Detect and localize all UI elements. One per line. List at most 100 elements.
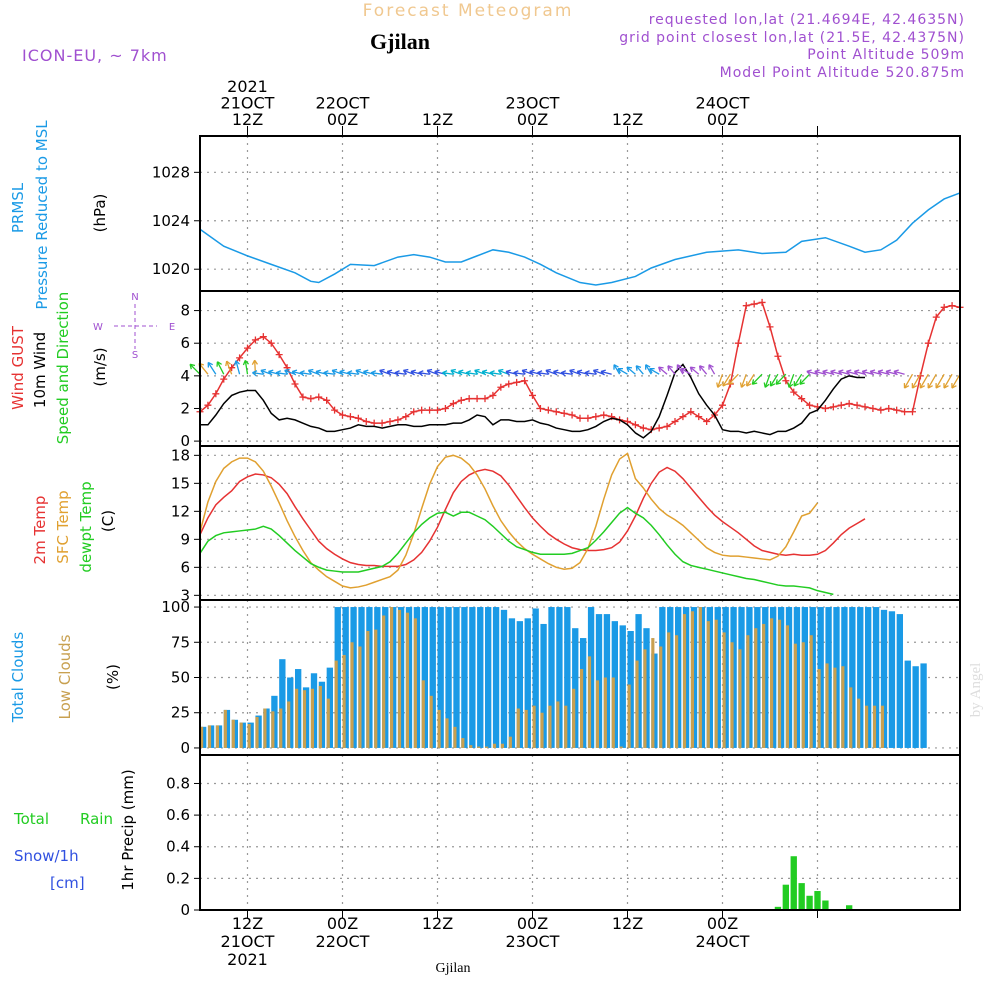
low-cloud-bar [801, 642, 805, 748]
wind-arrow-head [869, 369, 876, 376]
wind-arrow [284, 369, 296, 375]
low-cloud-bar [738, 649, 742, 748]
top-axis-label: 00Z [517, 110, 548, 129]
gust-marker [465, 395, 473, 403]
low-cloud-bar [572, 688, 576, 748]
gust-marker [489, 391, 497, 399]
top-axis-label: 12Z [612, 110, 643, 129]
compass-rose: N W E S [93, 292, 175, 361]
top-axis-label: 23OCT [506, 94, 560, 113]
gust-marker [893, 406, 901, 414]
total-cloud-bar [619, 625, 626, 748]
total-cloud-bar [485, 607, 492, 748]
wind-arrow-head [751, 379, 758, 385]
total-cloud-bar [540, 623, 547, 748]
wind-arrow [569, 369, 581, 375]
total-cloud-bar [477, 607, 484, 748]
gust-marker [323, 396, 331, 404]
gust-marker [837, 401, 845, 409]
gust-marker [901, 408, 909, 416]
low-cloud-bar [706, 621, 710, 748]
bottom-axis-label: 2021 [227, 950, 268, 969]
y-tick-label: 9 [180, 530, 190, 548]
wind-arrow-head [919, 383, 926, 389]
low-cloud-bar [453, 726, 457, 748]
low-cloud-bar [580, 669, 584, 748]
wind-arrow-head [613, 364, 619, 370]
total-cloud-bar [572, 628, 579, 748]
snow-unit: [cm] [50, 874, 85, 892]
wind-arrow-head [722, 381, 728, 387]
wind-arrow-head [386, 369, 393, 376]
dewpt-label: dewpt Temp [77, 481, 95, 572]
low-cloud-bar [374, 629, 378, 748]
low-cloud-bar [762, 623, 766, 748]
gust-marker [331, 406, 339, 414]
wind-arrow-head [769, 381, 776, 387]
wind-arrow-head [458, 369, 464, 376]
bottom-axis-label: 21OCT [221, 932, 275, 951]
low-cloud-bar [295, 688, 299, 748]
wind-arrow [658, 366, 668, 375]
gust-marker [600, 411, 608, 419]
total-cloud-bar [896, 614, 903, 748]
gust-marker [877, 406, 885, 414]
pressure-msl-label: Pressure Reduced to MSL [33, 120, 51, 310]
low-cloud-bar [382, 615, 386, 748]
gust-marker [497, 383, 505, 391]
bottom-axis-label: 00Z [517, 914, 548, 933]
gust-marker [758, 298, 766, 306]
gust-marker [402, 413, 410, 421]
panel-pressure: 1020 1024 1028 [152, 135, 961, 292]
low-cloud-bar [548, 705, 552, 748]
wind-arrow-head [746, 381, 752, 387]
low-cloud-bar [714, 619, 718, 748]
wind-arrow-head [252, 370, 258, 377]
low-cloud-bar [334, 660, 338, 748]
total-cloud-bar [453, 607, 460, 748]
wind-arrow [885, 370, 897, 375]
wind-arrow [593, 369, 604, 375]
wind-arrow [680, 368, 692, 375]
wind-arrow-head [775, 379, 782, 385]
low-cloud-bar [287, 701, 291, 748]
bottom-axis-label: 12Z [232, 914, 263, 933]
wind-unit: (m/s) [91, 347, 109, 386]
wind-arrow-head [560, 370, 567, 377]
wind-arrow-head [676, 364, 683, 370]
wind-arrow-head [658, 366, 664, 373]
y-tick-label: 18 [171, 446, 190, 464]
top-axis-label: 00Z [707, 110, 738, 129]
wind-arrow [764, 373, 771, 388]
wind-arrow-head [935, 383, 941, 389]
gust-marker [378, 419, 386, 427]
y-tick-label: 50 [171, 669, 190, 687]
wind-arrow [252, 372, 264, 375]
wind-arrow [189, 363, 201, 375]
wind-arrow [699, 365, 708, 375]
gust-marker [299, 393, 307, 401]
wind-arrow [513, 372, 525, 375]
gust-marker [869, 404, 877, 412]
wind-arrow-head [838, 369, 844, 376]
wind-arrow [769, 373, 779, 387]
wind-arrow-head [649, 367, 655, 374]
wind-arrow-head [402, 368, 409, 375]
gust-marker [275, 351, 283, 359]
wind-arrow [708, 364, 716, 375]
wind-10m-label: 10m Wind [31, 332, 49, 408]
low-cloud-bar [200, 726, 204, 748]
total-cloud-bar [271, 695, 278, 748]
wind-arrow-head [260, 368, 266, 375]
chart-title: Forecast Meteogram [363, 1, 574, 21]
gust-marker [916, 372, 924, 380]
low-cloud-bar [485, 746, 489, 748]
low-cloud-bar [619, 746, 623, 748]
low-cloud-bar [857, 698, 861, 748]
wind-arrow-head [268, 369, 274, 376]
low-cloud-bar [880, 705, 884, 748]
gust-marker [346, 413, 354, 421]
low-cloud-bar [318, 685, 322, 748]
gust-marker [418, 406, 426, 414]
